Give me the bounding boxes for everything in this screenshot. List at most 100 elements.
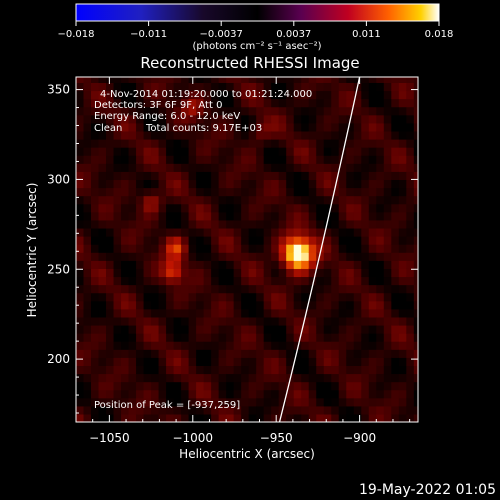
heatmap-cell [211, 292, 220, 302]
heatmap-cell [353, 163, 362, 172]
x-tick-label: −950 [260, 431, 293, 445]
heatmap-cell [293, 357, 302, 366]
heatmap-cell [91, 413, 100, 422]
heatmap-cell [188, 405, 197, 415]
heatmap-cell [158, 324, 167, 334]
heatmap-cell [278, 365, 287, 375]
heatmap-cell [136, 211, 145, 221]
heatmap-cell [323, 381, 332, 391]
heatmap-cell [83, 316, 92, 326]
heatmap-cell [286, 357, 295, 366]
heatmap-cell [256, 106, 265, 116]
heatmap-cell [91, 324, 100, 334]
heatmap-cell [166, 324, 175, 334]
heatmap-cell [76, 106, 85, 116]
heatmap-cell [308, 284, 317, 294]
heatmap-cell [83, 130, 92, 140]
heatmap-cell [151, 333, 160, 342]
heatmap-cell [218, 284, 227, 294]
heatmap-cell [406, 357, 415, 366]
heatmap-cell [233, 284, 242, 294]
heatmap-cell [271, 122, 280, 132]
heatmap-cell [166, 260, 175, 269]
heatmap-cell [203, 276, 212, 286]
heatmap-cell [218, 349, 227, 358]
heatmap-cell [106, 195, 115, 205]
heatmap-cell [181, 236, 190, 245]
heatmap-cell [383, 357, 392, 366]
image-annotations: 4-Nov-2014 01:19:20.000 to 01:21:24.000 … [94, 89, 312, 411]
heatmap-cell [233, 405, 242, 415]
heatmap-cell [158, 130, 167, 140]
heatmap-cell [83, 357, 92, 366]
heatmap-cell [151, 77, 160, 83]
heatmap-cell [121, 373, 130, 383]
heatmap-cell [361, 211, 370, 221]
heatmap-cell [121, 236, 130, 245]
heatmap-cell [376, 365, 385, 375]
heatmap-cell [271, 341, 280, 350]
heatmap-cell [196, 236, 205, 245]
heatmap-cell [346, 155, 355, 164]
heatmap-cell [226, 195, 235, 205]
heatmap-cell [83, 98, 92, 108]
heatmap-cell [293, 252, 302, 261]
heatmap-cell [278, 413, 287, 422]
heatmap-area [76, 77, 418, 422]
heatmap-cell [361, 77, 370, 83]
heatmap-cell [301, 106, 310, 116]
heatmap-cell [233, 341, 242, 350]
heatmap-cell [398, 114, 407, 124]
heatmap-cell [211, 98, 220, 108]
heatmap-cell [256, 147, 265, 156]
heatmap-cell [278, 179, 287, 189]
heatmap-cell [218, 138, 227, 148]
heatmap-cell [376, 114, 385, 124]
heatmap-cell [113, 413, 122, 422]
heatmap-cell [83, 341, 92, 350]
heatmap-cell [113, 187, 122, 197]
heatmap-cell [233, 195, 242, 205]
heatmap-cell [106, 308, 115, 318]
heatmap-cell [106, 397, 115, 407]
heatmap-cell [316, 276, 325, 286]
heatmap-cell [128, 324, 137, 334]
heatmap-cell [376, 138, 385, 148]
heatmap-cell [338, 365, 347, 375]
heatmap-cell [278, 211, 287, 221]
heatmap-cell [151, 276, 160, 286]
heatmap-cell [278, 308, 287, 318]
heatmap-cell [83, 77, 92, 83]
heatmap-cell [181, 211, 190, 221]
heatmap-cell [301, 316, 310, 326]
heatmap-cell [331, 130, 340, 140]
heatmap-cell [413, 106, 418, 116]
heatmap-cell [136, 77, 145, 83]
heatmap-cell [338, 203, 347, 213]
heatmap-cell [233, 122, 242, 132]
heatmap-cell [376, 252, 385, 261]
heatmap-cell [241, 381, 250, 391]
heatmap-cell [173, 357, 182, 366]
heatmap-cell [406, 219, 415, 229]
heatmap-cell [383, 349, 392, 358]
heatmap-cell [368, 316, 377, 326]
heatmap-cell [173, 187, 182, 197]
heatmap-cell [241, 268, 250, 278]
heatmap-cell [196, 316, 205, 326]
heatmap-cell [301, 389, 310, 399]
heatmap-cell [413, 130, 418, 140]
heatmap-cell [151, 187, 160, 197]
heatmap-cell [346, 98, 355, 108]
heatmap-cell [361, 357, 370, 366]
heatmap-cell [196, 300, 205, 310]
heatmap-cell [151, 324, 160, 334]
heatmap-cell [136, 171, 145, 181]
heatmap-cell [233, 300, 242, 310]
heatmap-cell [241, 203, 250, 213]
heatmap-cell [233, 219, 242, 229]
heatmap-cell [241, 211, 250, 221]
heatmap-cell [151, 155, 160, 164]
heatmap-cell [136, 365, 145, 375]
heatmap-cell [143, 260, 152, 269]
